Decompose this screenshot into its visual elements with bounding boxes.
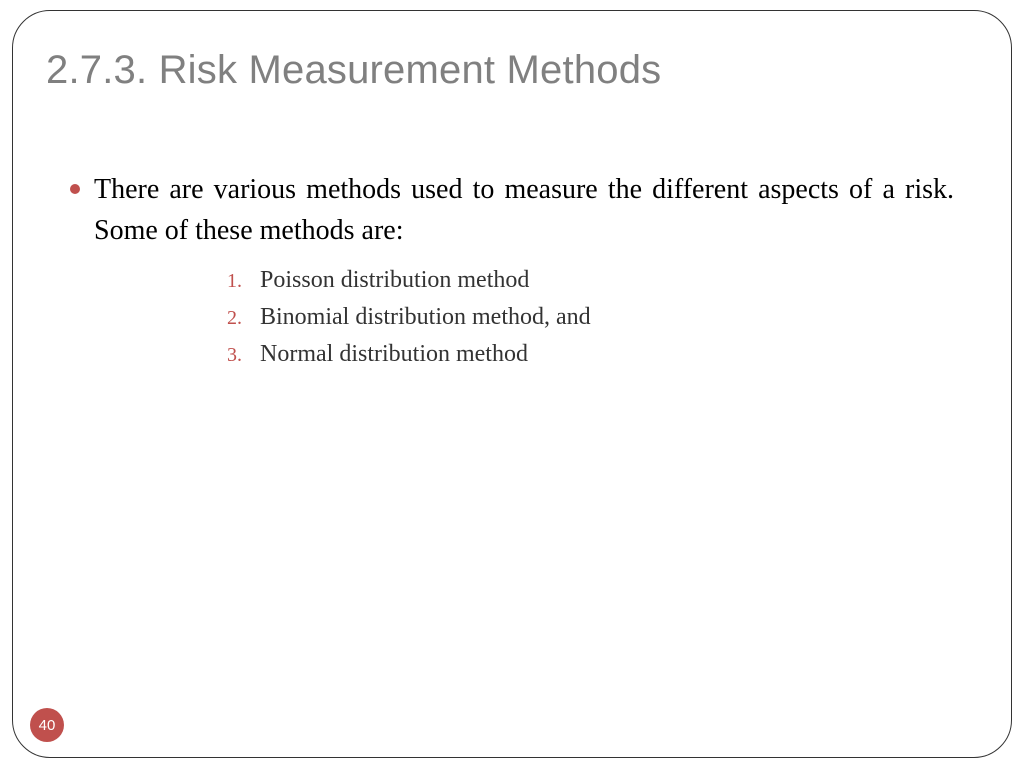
list-number: 1.	[220, 270, 242, 293]
list-item: 3. Normal distribution method	[220, 341, 954, 368]
slide-frame	[12, 10, 1012, 758]
slide-body: There are various methods used to measur…	[70, 170, 954, 378]
page-number-badge: 40	[30, 708, 64, 742]
list-number: 3.	[220, 344, 242, 367]
list-text: Poisson distribution method	[260, 267, 529, 294]
list-number: 2.	[220, 307, 242, 330]
bullet-icon	[70, 184, 80, 194]
intro-bullet-row: There are various methods used to measur…	[70, 170, 954, 251]
slide: 2.7.3. Risk Measurement Methods There ar…	[0, 0, 1024, 768]
intro-text: There are various methods used to measur…	[94, 170, 954, 251]
numbered-list: 1. Poisson distribution method 2. Binomi…	[220, 267, 954, 368]
list-item: 2. Binomial distribution method, and	[220, 304, 954, 331]
page-number: 40	[39, 717, 56, 734]
slide-title: 2.7.3. Risk Measurement Methods	[46, 48, 661, 93]
list-item: 1. Poisson distribution method	[220, 267, 954, 294]
list-text: Normal distribution method	[260, 341, 528, 368]
list-text: Binomial distribution method, and	[260, 304, 591, 331]
